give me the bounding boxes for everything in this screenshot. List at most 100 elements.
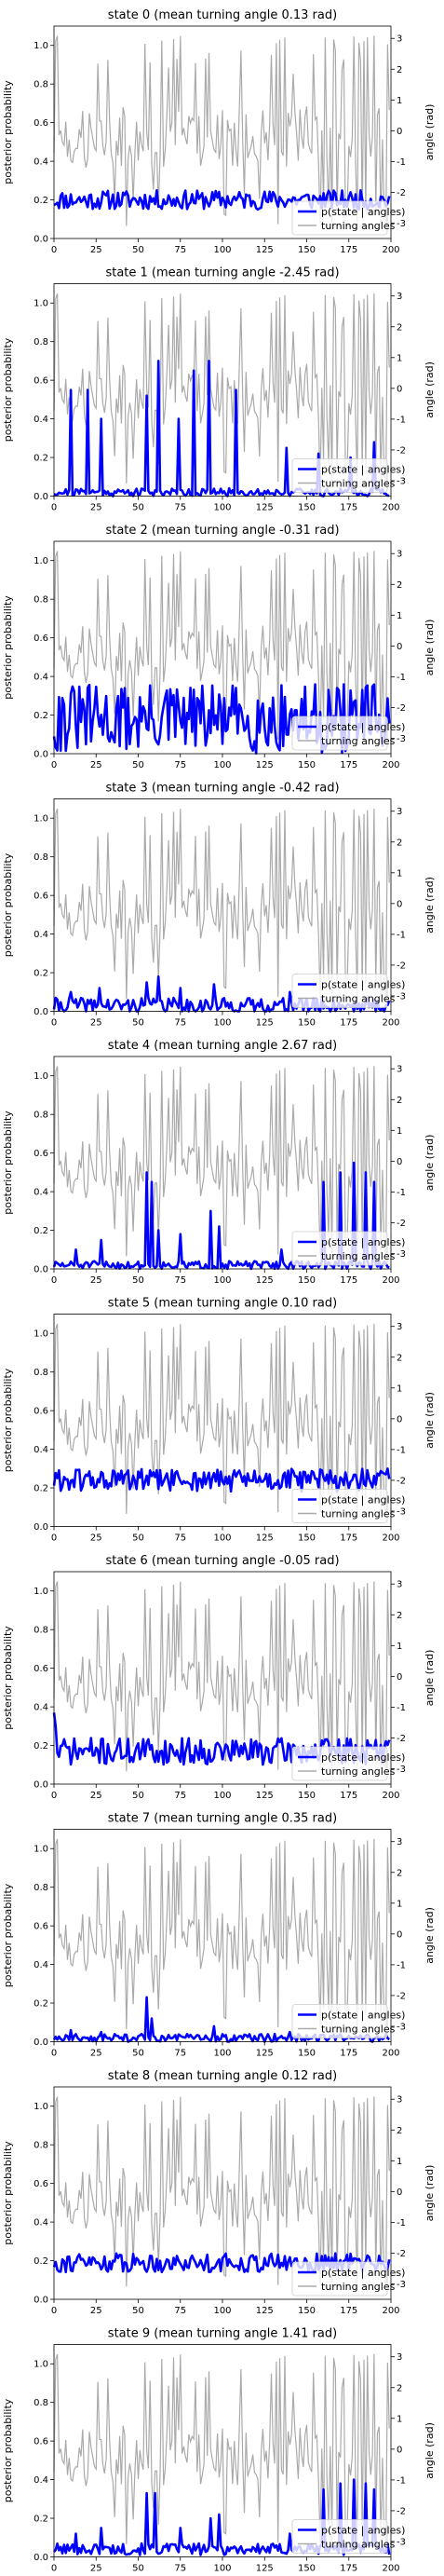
y2-tick-label: -3	[397, 2280, 406, 2290]
y2-tick-label: 0	[397, 899, 402, 909]
turning-angles-line	[54, 1839, 389, 2029]
y-tick-label: 0.4	[34, 930, 48, 940]
y2-tick-label: 2	[397, 2383, 402, 2393]
y-tick-label: 0.0	[34, 235, 48, 245]
y2-axis-label: angle (rad)	[424, 361, 436, 418]
legend-label-angles: turning angles	[321, 2024, 396, 2036]
y-tick-label: 0.2	[34, 1226, 48, 1236]
x-tick-label: 75	[174, 2564, 186, 2574]
y-tick-label: 0.6	[34, 118, 48, 129]
y-tick-label: 0.6	[34, 1407, 48, 1417]
x-tick-label: 150	[298, 760, 316, 770]
y2-tick-label: 2	[397, 1868, 402, 1878]
y-tick-label: 0.8	[34, 2141, 48, 2151]
y2-tick-label: 3	[397, 807, 402, 817]
x-tick-label: 50	[132, 1018, 144, 1029]
y-tick-label: 0.6	[34, 1149, 48, 1159]
x-tick-label: 150	[298, 1533, 316, 1544]
x-tick-label: 0	[51, 2564, 57, 2574]
y-tick-label: 0.0	[34, 750, 48, 760]
y2-tick-label: -2	[397, 1734, 406, 1744]
x-tick-label: 25	[90, 1018, 102, 1029]
y2-tick-label: -2	[397, 2506, 406, 2516]
y-tick-label: 1.0	[34, 2360, 48, 2370]
x-tick-label: 175	[340, 760, 357, 770]
y2-tick-label: 0	[397, 1672, 402, 1683]
y2-tick-label: 1	[397, 2157, 402, 2167]
legend-label-angles: turning angles	[321, 993, 396, 1005]
x-tick-label: 50	[132, 1275, 144, 1286]
y-axis-label: posterior probability	[2, 80, 14, 184]
y-tick-label: 1.0	[34, 814, 48, 825]
chart-title: state 6 (mean turning angle -0.05 rad)	[105, 1554, 339, 1568]
x-tick-label: 100	[213, 245, 231, 255]
x-tick-label: 200	[382, 2306, 399, 2316]
x-tick-label: 175	[340, 1533, 357, 1544]
legend-label-posterior: p(state | angles)	[321, 2267, 405, 2279]
x-tick-label: 100	[213, 1275, 231, 1286]
x-tick-label: 75	[174, 503, 186, 513]
x-tick-label: 125	[256, 2306, 274, 2316]
chart-title: state 2 (mean turning angle -0.31 rad)	[105, 524, 339, 538]
y-tick-label: 0.0	[34, 1007, 48, 1017]
y-tick-label: 0.4	[34, 1445, 48, 1455]
y-tick-label: 0.8	[34, 1111, 48, 1121]
y2-tick-label: -1	[397, 415, 406, 425]
y-tick-label: 0.6	[34, 2179, 48, 2189]
x-tick-label: 50	[132, 2049, 144, 2059]
chart-panel-3: state 3 (mean turning angle -0.42 rad) 0 2…	[2, 782, 436, 1029]
y-tick-label: 0.4	[34, 415, 48, 425]
y2-axis-label: angle (rad)	[424, 2422, 436, 2479]
y-tick-label: 0.8	[34, 337, 48, 348]
x-tick-label: 100	[213, 1791, 231, 1801]
y2-tick-label: 2	[397, 1096, 402, 1106]
x-tick-label: 50	[132, 503, 144, 513]
y-tick-label: 0.6	[34, 1922, 48, 1932]
y2-axis-label: angle (rad)	[424, 620, 436, 676]
x-tick-label: 200	[382, 2564, 399, 2574]
y2-tick-label: 1	[397, 868, 402, 879]
chart-title: state 1 (mean turning angle -2.45 rad)	[105, 266, 339, 280]
y2-tick-label: 3	[397, 1580, 402, 1590]
chart-panel-6: state 6 (mean turning angle -0.05 rad) 0 2…	[2, 1554, 436, 1801]
x-tick-label: 150	[298, 1275, 316, 1286]
y2-tick-label: 0	[397, 1414, 402, 1424]
x-tick-label: 175	[340, 1791, 357, 1801]
y-tick-label: 0.8	[34, 1368, 48, 1378]
x-tick-label: 100	[213, 1533, 231, 1544]
legend-label-angles: turning angles	[321, 2539, 396, 2551]
y2-tick-label: -2	[397, 2249, 406, 2259]
y-tick-label: 0.6	[34, 1664, 48, 1674]
y-tick-label: 0.0	[34, 2038, 48, 2048]
x-tick-label: 100	[213, 1018, 231, 1029]
legend-label-posterior: p(state | angles)	[321, 206, 405, 218]
turning-angles-line	[54, 293, 389, 484]
x-tick-label: 0	[51, 1533, 57, 1544]
y-tick-label: 0.4	[34, 157, 48, 168]
y2-tick-label: -3	[397, 1506, 406, 1517]
x-tick-label: 25	[90, 760, 102, 770]
chart-panel-5: state 5 (mean turning angle 0.10 rad)0 25…	[2, 1297, 436, 1544]
y-axis-label: posterior probability	[2, 595, 14, 700]
y-axis-label: posterior probability	[2, 2141, 14, 2245]
y2-tick-label: -1	[397, 1703, 406, 1713]
y2-tick-label: -1	[397, 1960, 406, 1970]
y2-tick-label: 0	[397, 1157, 402, 1167]
chart-panel-1: state 1 (mean turning angle -2.45 rad)0 2…	[2, 266, 436, 513]
y2-tick-label: 2	[397, 2126, 402, 2136]
y-tick-label: 0.0	[34, 2553, 48, 2563]
x-tick-label: 0	[51, 2306, 57, 2316]
y-tick-label: 1.0	[34, 1845, 48, 1855]
y-tick-label: 0.2	[34, 196, 48, 206]
x-tick-label: 75	[174, 245, 186, 255]
chart-panel-7: state 7 (mean turning angle 0.35 rad)0 25…	[2, 1812, 436, 2059]
x-tick-label: 25	[90, 503, 102, 513]
x-tick-label: 150	[298, 503, 316, 513]
x-tick-label: 0	[51, 760, 57, 770]
y2-tick-label: 3	[397, 292, 402, 302]
x-tick-label: 200	[382, 1533, 399, 1544]
x-tick-label: 150	[298, 245, 316, 255]
y-axis-label: posterior probability	[2, 1111, 14, 1215]
x-tick-label: 100	[213, 760, 231, 770]
y2-tick-label: 0	[397, 1929, 402, 1940]
